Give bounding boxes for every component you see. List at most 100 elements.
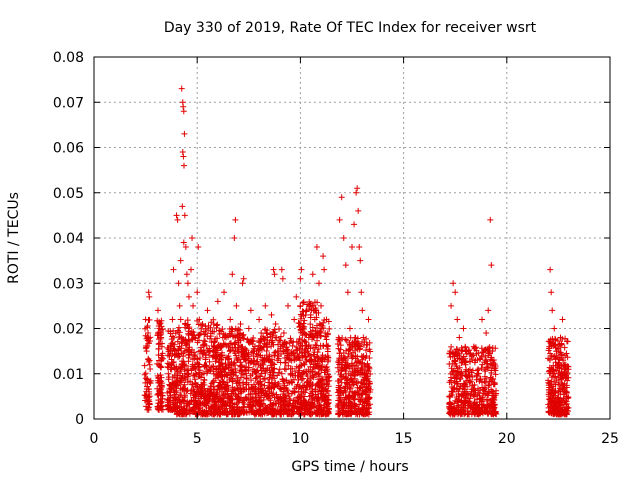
data-point <box>467 392 474 399</box>
data-point <box>216 411 223 418</box>
data-point <box>549 307 556 314</box>
data-point <box>295 369 302 376</box>
data-point <box>269 360 276 367</box>
data-point <box>205 327 212 334</box>
data-point <box>285 393 292 400</box>
data-point <box>334 378 341 385</box>
data-point <box>558 351 565 358</box>
data-point <box>486 405 493 412</box>
data-point <box>297 401 304 408</box>
data-point <box>264 344 271 351</box>
data-point <box>300 299 307 306</box>
data-point <box>155 400 162 407</box>
data-point <box>179 396 186 403</box>
data-point <box>464 410 471 417</box>
data-point <box>325 374 332 381</box>
data-point <box>254 351 261 358</box>
data-point <box>264 334 271 341</box>
data-point <box>220 399 227 406</box>
data-point <box>449 369 456 376</box>
data-point <box>344 378 351 385</box>
data-point <box>216 352 223 359</box>
data-point <box>335 397 342 404</box>
data-point <box>275 369 282 376</box>
data-point <box>307 345 314 352</box>
data-point <box>165 370 172 377</box>
data-point <box>271 271 278 278</box>
x-tick-labels: 0 5 10 15 20 25 <box>90 431 619 447</box>
data-point <box>296 335 303 342</box>
data-point <box>456 364 463 371</box>
data-point <box>274 348 281 355</box>
data-point <box>240 275 247 282</box>
data-point <box>468 386 475 393</box>
data-point <box>191 355 198 362</box>
data-point <box>457 382 464 389</box>
data-point <box>299 308 306 315</box>
data-point <box>302 346 309 353</box>
data-point <box>553 348 560 355</box>
data-point <box>297 315 304 322</box>
data-point <box>170 380 177 387</box>
data-point <box>303 383 310 390</box>
data-point <box>363 384 370 391</box>
data-point <box>338 367 345 374</box>
data-point <box>557 334 564 341</box>
data-point <box>145 356 152 363</box>
data-point <box>546 370 553 377</box>
data-point <box>473 350 480 357</box>
x-tick-label: 20 <box>498 431 516 447</box>
data-point <box>206 366 213 373</box>
data-point <box>307 300 314 307</box>
data-point <box>468 404 475 411</box>
data-point <box>217 343 224 350</box>
data-point <box>192 335 199 342</box>
data-point <box>342 357 349 364</box>
data-point <box>452 397 459 404</box>
data-point <box>354 384 361 391</box>
data-point <box>490 403 497 410</box>
data-point <box>489 348 496 355</box>
data-point <box>320 319 327 326</box>
data-point <box>559 406 566 413</box>
data-point <box>178 407 185 414</box>
data-point <box>143 348 150 355</box>
x-tick-label: 25 <box>601 431 619 447</box>
data-point <box>205 397 212 404</box>
data-point <box>283 344 290 351</box>
data-point <box>307 356 314 363</box>
data-point <box>299 337 306 344</box>
data-point <box>239 280 246 287</box>
data-point <box>363 377 370 384</box>
data-point <box>221 289 228 296</box>
data-point <box>270 266 277 273</box>
data-point <box>559 380 566 387</box>
data-point <box>145 386 152 393</box>
data-point <box>291 388 298 395</box>
data-point <box>301 361 308 368</box>
data-point <box>366 389 373 396</box>
data-point <box>266 388 273 395</box>
data-point <box>466 379 473 386</box>
data-point <box>354 346 361 353</box>
data-point <box>270 406 277 413</box>
data-point <box>283 385 290 392</box>
data-point <box>549 385 556 392</box>
data-point <box>193 371 200 378</box>
data-point <box>335 401 342 408</box>
data-point <box>455 370 462 377</box>
data-point <box>318 302 325 309</box>
axis-ticks <box>93 56 611 420</box>
data-point <box>155 375 162 382</box>
data-point <box>237 374 244 381</box>
data-point <box>353 189 360 196</box>
data-point <box>487 397 494 404</box>
chart-title: Day 330 of 2019, Rate Of TEC Index for r… <box>164 20 537 36</box>
data-point <box>210 363 217 370</box>
data-point <box>301 410 308 417</box>
data-point <box>187 378 194 385</box>
data-point <box>257 338 264 345</box>
data-point <box>185 373 192 380</box>
data-point <box>354 335 361 342</box>
data-point <box>285 362 292 369</box>
